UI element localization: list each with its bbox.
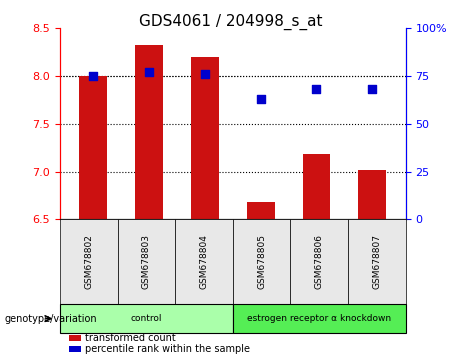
Text: control: control — [130, 314, 162, 323]
Text: estrogen receptor α knockdown: estrogen receptor α knockdown — [247, 314, 391, 323]
Bar — [247, 202, 275, 219]
Point — [201, 72, 209, 77]
Text: GSM678807: GSM678807 — [372, 234, 381, 290]
Point — [90, 73, 97, 79]
Text: GDS4061 / 204998_s_at: GDS4061 / 204998_s_at — [139, 14, 322, 30]
Text: GSM678806: GSM678806 — [315, 234, 324, 290]
Point — [146, 69, 153, 75]
Bar — [191, 57, 219, 219]
Text: genotype/variation: genotype/variation — [5, 314, 97, 324]
Point — [257, 96, 264, 102]
Bar — [302, 154, 331, 219]
Point — [313, 87, 320, 92]
Text: GSM678803: GSM678803 — [142, 234, 151, 290]
Text: GSM678802: GSM678802 — [84, 234, 93, 290]
Text: percentile rank within the sample: percentile rank within the sample — [85, 344, 250, 354]
Point — [368, 87, 376, 92]
Bar — [358, 170, 386, 219]
Text: GSM678805: GSM678805 — [257, 234, 266, 290]
Text: GSM678804: GSM678804 — [200, 234, 208, 290]
Bar — [135, 45, 163, 219]
Text: transformed count: transformed count — [85, 333, 176, 343]
Bar — [79, 76, 107, 219]
